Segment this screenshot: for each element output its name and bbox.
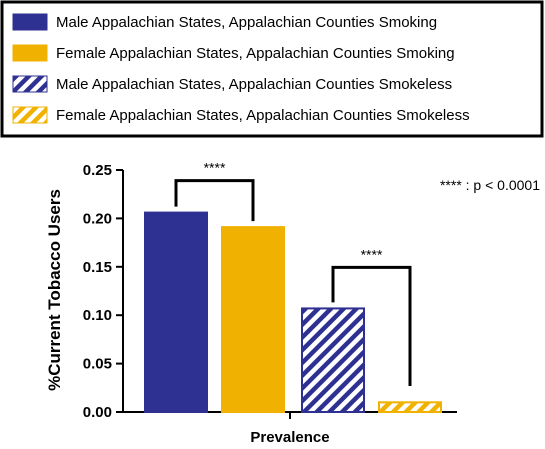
legend-entry: Male Appalachian States, Appalachian Cou… — [56, 14, 437, 31]
x-axis-label: Prevalence — [250, 429, 329, 446]
bar-3 — [301, 307, 365, 414]
legend-entry: Female Appalachian States, Appalachian C… — [56, 107, 470, 124]
bars — [144, 211, 442, 414]
y-tick-label: 0.05 — [83, 356, 112, 373]
significance-brackets: **** **** — [174, 160, 412, 386]
y-tick-label: 0.15 — [83, 259, 112, 276]
x-axis: Prevalence — [123, 411, 457, 446]
significance-bracket — [331, 265, 412, 386]
y-tick-label: 0.20 — [83, 210, 112, 227]
legend-entry: Male Appalachian States, Appalachian Cou… — [56, 76, 452, 93]
y-tick-label: 0.10 — [83, 307, 112, 324]
y-tick-label: 0.25 — [83, 162, 112, 179]
y-axis-label: %Current Tobacco Users — [45, 189, 64, 391]
legend-swatch — [12, 44, 48, 62]
legend-swatch — [12, 13, 48, 31]
bar-4 — [378, 401, 442, 414]
significance-bracket — [174, 179, 255, 222]
y-axis: 0.00 0.05 0.10 0.15 0.20 0.25 — [83, 162, 124, 421]
significance-note: **** : p < 0.0001 — [440, 177, 540, 193]
bar-1 — [144, 211, 208, 413]
significance-label: **** — [204, 160, 226, 176]
legend-entry: Female Appalachian States, Appalachian C… — [56, 45, 455, 62]
legend-swatch — [12, 106, 48, 124]
significance-label: **** — [361, 246, 383, 262]
bar-2 — [221, 226, 285, 413]
legend-frame — [0, 0, 544, 138]
y-tick-label: 0.00 — [83, 404, 112, 421]
legend-swatch — [12, 75, 48, 93]
legend: Male Appalachian States, Appalachian Cou… — [0, 0, 544, 138]
